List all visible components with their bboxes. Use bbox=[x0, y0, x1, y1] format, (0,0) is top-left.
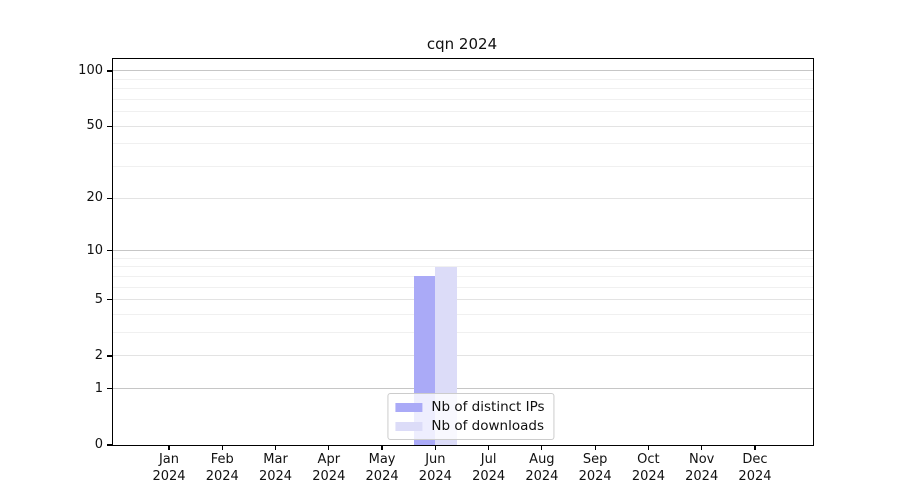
gridline-decade bbox=[113, 250, 813, 252]
x-tick-month: Feb bbox=[210, 452, 234, 467]
x-tick-month: Aug bbox=[529, 452, 555, 467]
chart-title: cqn 2024 bbox=[426, 35, 498, 53]
x-tick-year: 2024 bbox=[418, 469, 452, 484]
y-tick-mark bbox=[106, 444, 112, 446]
legend-item-downloads: Nb of downloads bbox=[395, 418, 544, 434]
y-tick-label: 2 bbox=[94, 347, 103, 363]
legend-label-downloads: Nb of downloads bbox=[431, 418, 544, 434]
x-tick-year: 2024 bbox=[738, 469, 772, 484]
y-tick-label: 10 bbox=[86, 242, 103, 258]
y-tick-mark bbox=[106, 250, 112, 252]
gridline-minor bbox=[113, 275, 813, 277]
gridline-major bbox=[113, 355, 813, 357]
x-tick-mark bbox=[754, 445, 756, 450]
x-tick-label: Oct 2024 bbox=[620, 451, 676, 485]
gridline-minor bbox=[113, 88, 813, 90]
x-tick-year: 2024 bbox=[472, 469, 506, 484]
x-tick-month: Jan bbox=[158, 452, 180, 467]
x-tick-mark bbox=[221, 445, 223, 450]
x-tick-mark bbox=[541, 445, 543, 450]
y-tick-mark bbox=[106, 299, 112, 301]
x-tick-mark bbox=[381, 445, 383, 450]
x-tick-mark bbox=[328, 445, 330, 450]
x-tick-month: Nov bbox=[689, 452, 715, 467]
gridline-decade bbox=[113, 70, 813, 72]
x-tick-month: May bbox=[368, 452, 396, 467]
y-tick-label: 100 bbox=[78, 62, 103, 78]
gridline-minor bbox=[113, 286, 813, 288]
gridline-minor bbox=[113, 143, 813, 145]
legend-swatch-downloads-icon bbox=[395, 421, 423, 431]
x-tick-month: Sep bbox=[582, 452, 608, 467]
x-tick-mark bbox=[168, 445, 170, 450]
gridline-minor bbox=[113, 266, 813, 268]
x-tick-month: Oct bbox=[637, 452, 660, 467]
x-tick-label: Jun 2024 bbox=[407, 451, 463, 485]
x-tick-mark bbox=[434, 445, 436, 450]
legend-label-distinct-ips: Nb of distinct IPs bbox=[431, 399, 545, 415]
x-tick-label: Jan 2024 bbox=[141, 451, 197, 485]
x-tick-year: 2024 bbox=[525, 469, 559, 484]
gridline-minor bbox=[113, 166, 813, 168]
x-tick-year: 2024 bbox=[578, 469, 612, 484]
x-tick-label: Mar 2024 bbox=[248, 451, 304, 485]
y-tick-label: 0 bbox=[94, 437, 103, 452]
x-tick-year: 2024 bbox=[205, 469, 239, 484]
legend-item-distinct-ips: Nb of distinct IPs bbox=[395, 399, 545, 415]
x-tick-month: Jul bbox=[480, 452, 497, 467]
x-tick-label: Dec 2024 bbox=[727, 451, 783, 485]
gridline-major bbox=[113, 299, 813, 301]
x-tick-label: May 2024 bbox=[354, 451, 410, 485]
gridline-minor bbox=[113, 314, 813, 316]
x-tick-label: Apr 2024 bbox=[301, 451, 357, 485]
x-tick-month: Apr bbox=[317, 452, 341, 467]
x-tick-month: Mar bbox=[263, 452, 288, 467]
y-tick-label: 20 bbox=[86, 190, 103, 206]
y-tick-mark bbox=[106, 197, 112, 199]
x-tick-mark bbox=[594, 445, 596, 450]
x-tick-month: Dec bbox=[742, 452, 768, 467]
x-tick-year: 2024 bbox=[631, 469, 665, 484]
x-tick-year: 2024 bbox=[258, 469, 293, 484]
legend-swatch-distinct-ips-icon bbox=[395, 402, 423, 412]
y-tick-mark bbox=[106, 388, 112, 390]
x-tick-year: 2024 bbox=[312, 469, 346, 484]
plot-area: Nb of distinct IPs Nb of downloads 0 1 2 5 1… bbox=[78, 58, 814, 484]
x-tick-year: 2024 bbox=[685, 469, 719, 484]
y-tick-label: 5 bbox=[94, 291, 103, 307]
gridline-minor bbox=[113, 111, 813, 113]
x-tick-mark bbox=[488, 445, 490, 450]
x-tick-label: Jul 2024 bbox=[461, 451, 517, 485]
legend: Nb of distinct IPs Nb of downloads bbox=[387, 393, 555, 440]
x-tick-label: Feb 2024 bbox=[194, 451, 250, 485]
x-tick-label: Sep 2024 bbox=[567, 451, 623, 485]
gridline-major bbox=[113, 125, 813, 127]
y-tick-mark bbox=[106, 70, 112, 72]
x-tick-label: Nov 2024 bbox=[674, 451, 730, 485]
y-tick-mark bbox=[106, 355, 112, 357]
x-tick-year: 2024 bbox=[365, 469, 399, 484]
y-tick-label: 50 bbox=[86, 118, 103, 134]
gridline-major bbox=[113, 197, 813, 199]
y-tick-label: 1 bbox=[94, 380, 103, 396]
gridline-minor bbox=[113, 257, 813, 259]
gridline-minor bbox=[113, 98, 813, 100]
x-tick-mark bbox=[274, 445, 277, 450]
gridline-minor bbox=[113, 78, 813, 80]
x-tick-mark bbox=[701, 445, 703, 450]
y-tick-mark bbox=[106, 125, 112, 127]
x-tick-year: 2024 bbox=[152, 469, 186, 484]
x-tick-mark bbox=[647, 445, 650, 450]
gridline-decade bbox=[113, 388, 813, 390]
x-tick-label: Aug 2024 bbox=[514, 451, 570, 485]
x-tick-month: Jun bbox=[425, 452, 446, 467]
gridline-minor bbox=[113, 332, 813, 334]
